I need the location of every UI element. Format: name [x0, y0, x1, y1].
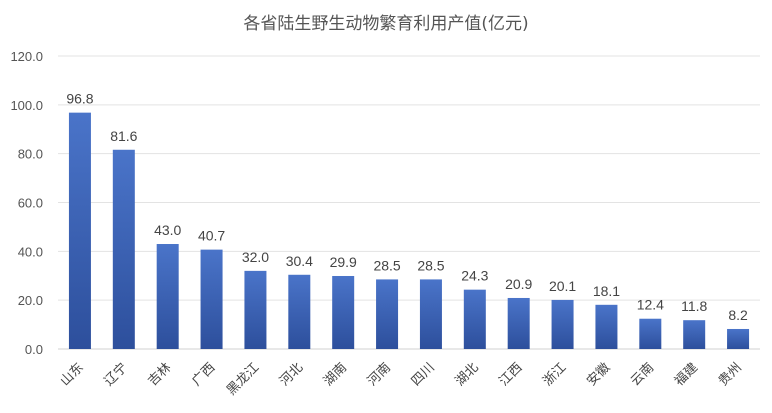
x-tick-label: 浙江	[540, 360, 569, 389]
data-label: 40.7	[198, 228, 225, 244]
data-label: 24.3	[461, 268, 488, 284]
data-label: 81.6	[110, 128, 137, 144]
x-tick-label: 吉林	[146, 360, 175, 389]
x-tick-label: 黑龙江	[224, 360, 262, 398]
data-label: 43.0	[154, 222, 181, 238]
data-label: 32.0	[242, 249, 269, 265]
data-label: 30.4	[286, 253, 313, 269]
x-tick-label: 贵州	[716, 360, 745, 389]
y-tick-label: 80.0	[18, 147, 43, 162]
data-label: 28.5	[417, 257, 444, 273]
data-label: 28.5	[373, 257, 400, 273]
x-tick-label: 河南	[364, 360, 394, 390]
x-tick-label: 湖北	[453, 360, 482, 389]
y-tick-label: 0.0	[25, 342, 43, 357]
data-label: 20.9	[505, 276, 532, 292]
data-label: 12.4	[637, 297, 664, 313]
y-tick-label: 60.0	[18, 196, 43, 211]
x-tick-label: 云南	[627, 360, 657, 390]
bar	[288, 274, 311, 349]
bar	[200, 249, 223, 349]
data-label: 20.1	[549, 278, 576, 294]
y-tick-label: 100.0	[10, 98, 43, 113]
bars	[68, 112, 750, 349]
chart-title: 各省陆生野生动物繁育利用产值(亿元)	[243, 14, 528, 34]
x-axis: 山东 辽宁 吉林 广西 黑龙江 河北 湖南 河南 四川 湖北 江西 浙江 安徽 云南 福建 贵州	[58, 360, 745, 399]
x-tick-label: 辽宁	[101, 360, 131, 390]
x-tick-label: 江西	[497, 360, 526, 389]
bar	[683, 320, 706, 349]
y-axis: 0.0 20.0 40.0 60.0 80.0 100.0 120.0	[10, 49, 43, 357]
data-label: 29.9	[330, 254, 357, 270]
y-tick-label: 120.0	[10, 49, 43, 64]
bar	[727, 328, 750, 349]
y-tick-label: 40.0	[18, 244, 43, 259]
data-labels: 96.8 81.6 43.0 40.7 32.0 30.4 29.9 28.5 28.5 24.3…	[66, 91, 748, 323]
bar	[332, 275, 355, 349]
data-label: 8.2	[728, 307, 748, 323]
bar	[419, 279, 442, 349]
bar	[463, 289, 486, 349]
data-label: 96.8	[66, 91, 93, 107]
bar	[639, 318, 662, 349]
bar	[376, 279, 399, 349]
x-tick-label: 福建	[672, 360, 701, 389]
bar	[507, 297, 530, 349]
x-tick-label: 河北	[277, 360, 306, 389]
bar	[551, 299, 574, 349]
x-tick-label: 安徽	[584, 360, 613, 389]
bar	[112, 149, 135, 349]
bar	[68, 112, 91, 349]
data-label: 11.8	[681, 298, 707, 314]
data-label: 18.1	[593, 283, 620, 299]
y-tick-label: 20.0	[18, 293, 43, 308]
x-tick-label: 广西	[189, 360, 218, 389]
x-tick-label: 山东	[58, 360, 87, 389]
bar	[156, 244, 179, 349]
bar	[244, 270, 267, 349]
x-tick-label: 四川	[409, 360, 438, 389]
x-tick-label: 湖南	[320, 360, 350, 390]
bar	[595, 304, 618, 349]
